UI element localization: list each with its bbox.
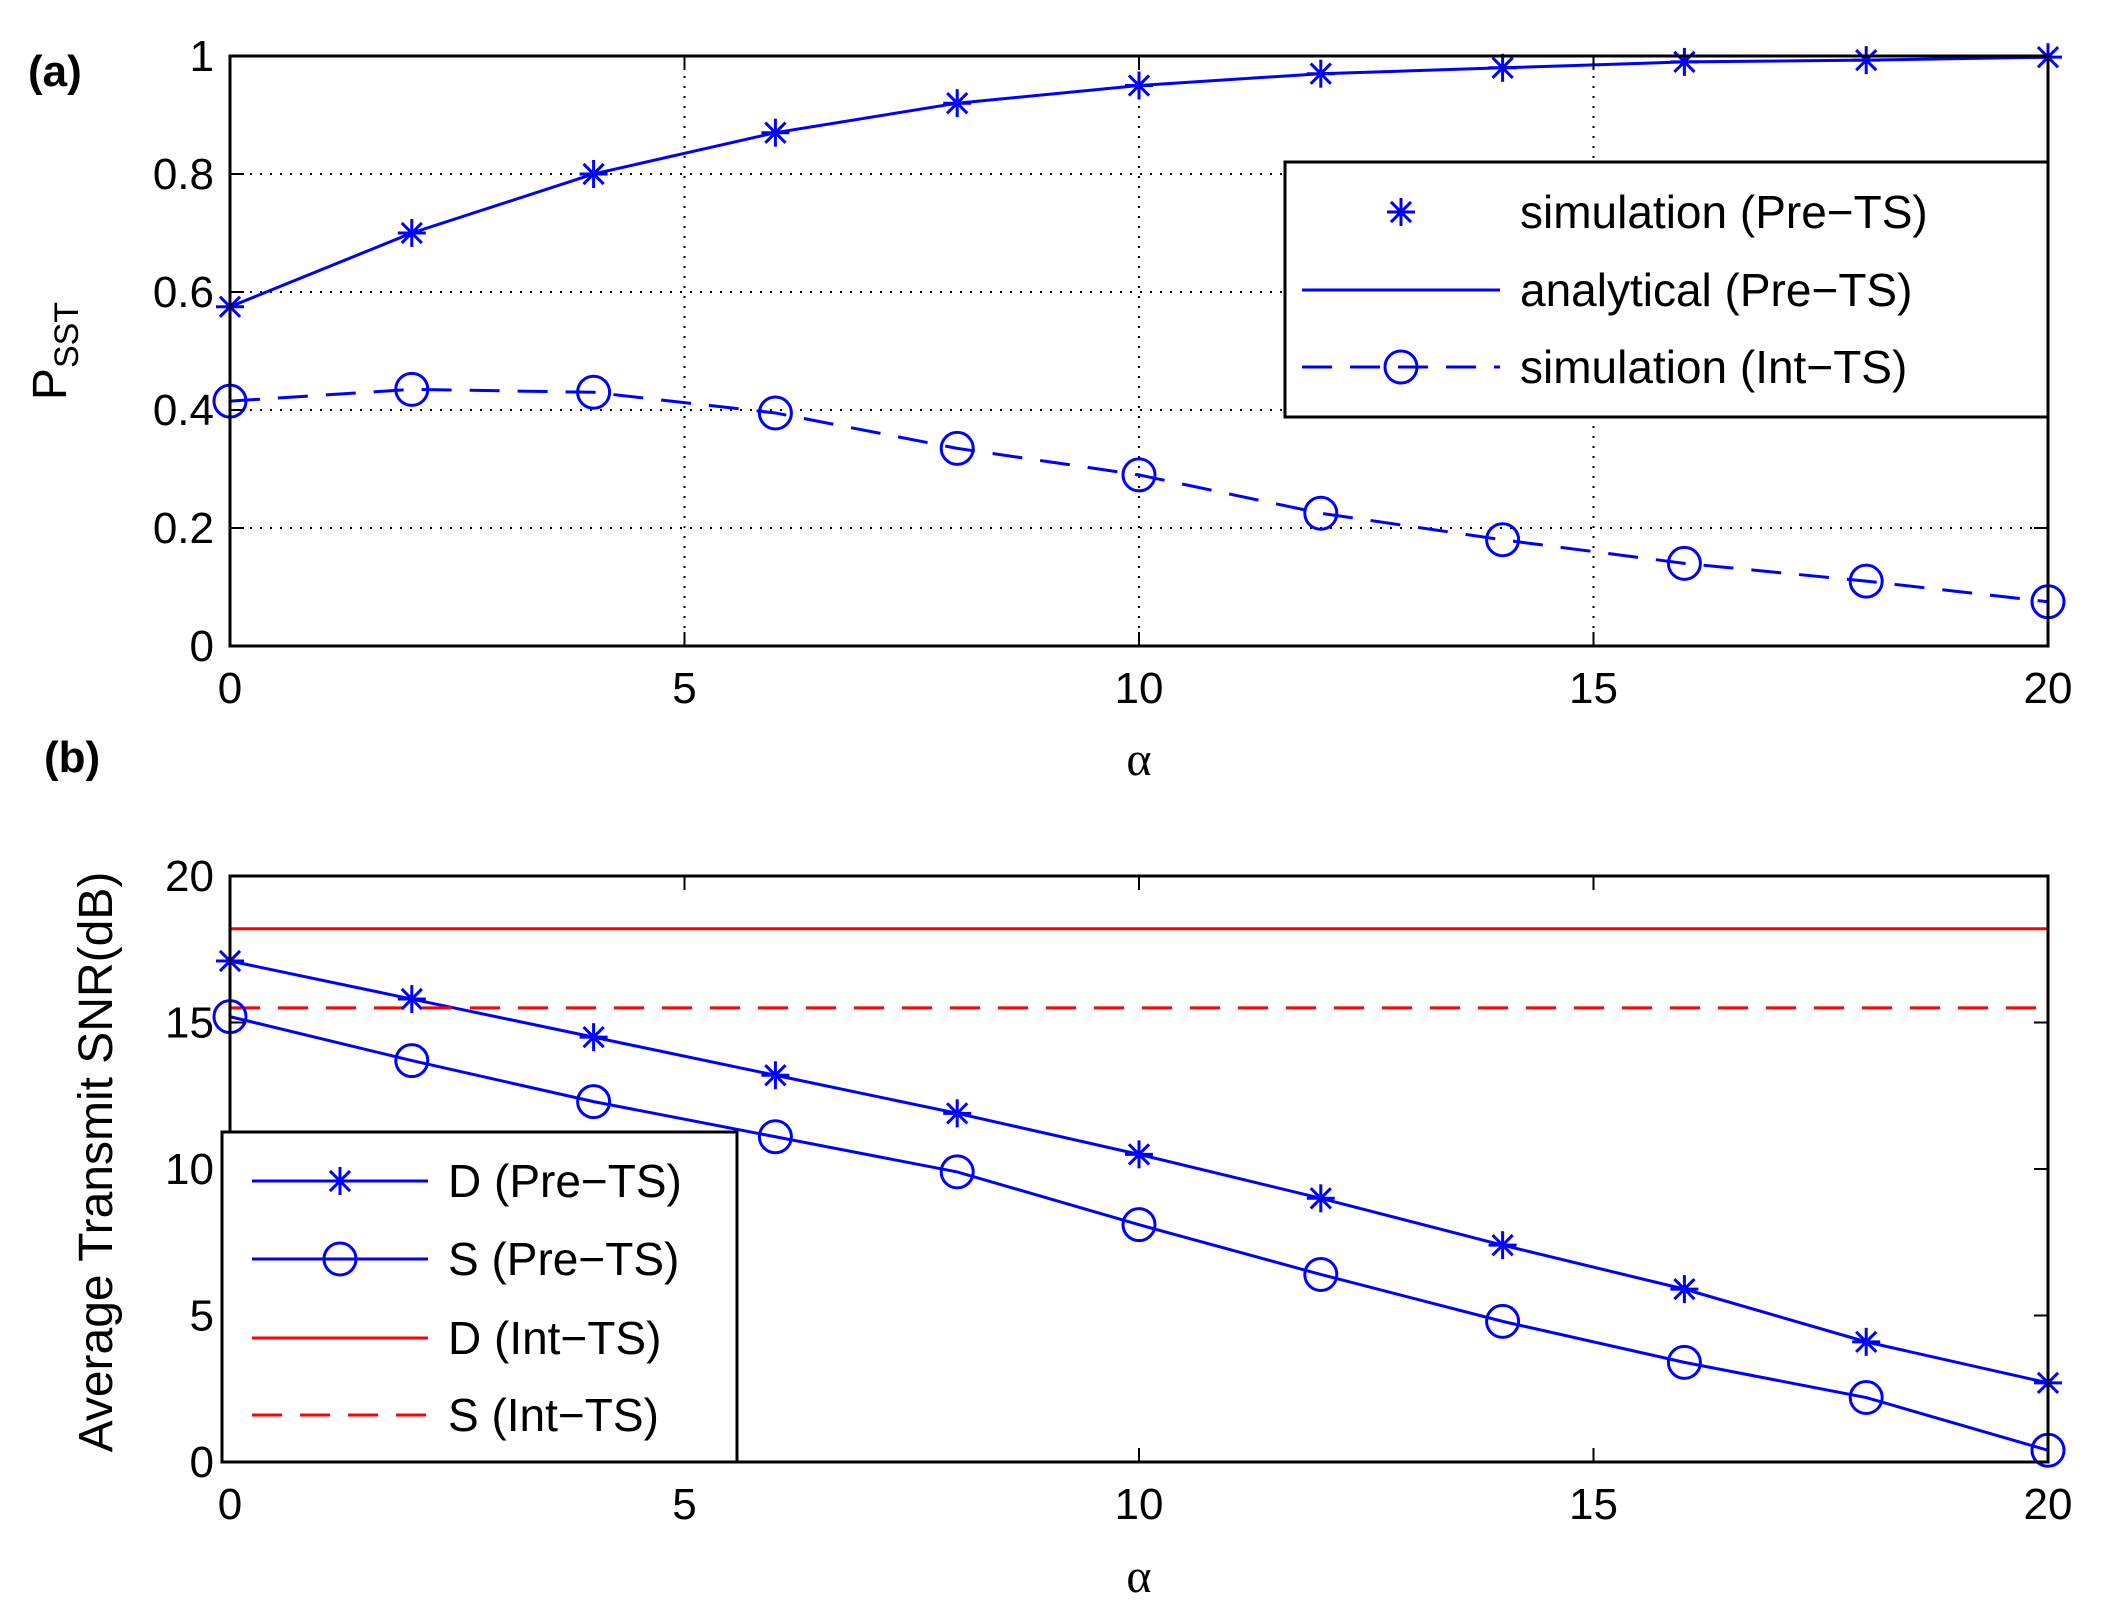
legend-label-d-pre-ts: D (Pre−TS) xyxy=(448,1155,682,1207)
data-point-d-pre-ts xyxy=(397,985,426,1014)
x-tick-label: 0 xyxy=(218,1480,242,1529)
data-point-s-pre-ts xyxy=(1121,1207,1157,1243)
series-line-s-pre-ts xyxy=(229,1015,2049,1452)
y-tick-label: 0.6 xyxy=(153,268,214,317)
data-point-simulation-int-ts xyxy=(394,371,430,407)
data-point-d-pre-ts xyxy=(1125,1140,1153,1169)
legend-label-simulation-pre-ts: simulation (Pre−TS) xyxy=(1520,186,1928,238)
data-point-simulation-pre-ts xyxy=(1488,53,1517,82)
data-point-s-pre-ts xyxy=(1303,1256,1339,1292)
data-point-simulation-int-ts xyxy=(1666,545,1702,581)
x-tick-label: 15 xyxy=(1569,1480,1618,1529)
data-point-s-pre-ts xyxy=(1666,1344,1702,1380)
y-tick-label: 10 xyxy=(165,1145,214,1194)
panel-a-y-axis-label: PSST xyxy=(24,302,86,400)
series-line-simulation-int-ts xyxy=(229,387,2049,604)
panel-b-x-axis-label: α xyxy=(1126,1550,1151,1603)
data-point-simulation-int-ts xyxy=(1848,563,1884,599)
panel-a-y-ticks: 0 0.2 0.4 0.6 0.8 1 xyxy=(153,32,2048,671)
panel-b-y-ticks: 0 5 10 15 20 xyxy=(165,852,2048,1487)
y-tick-label: 0.8 xyxy=(153,150,214,199)
data-point-d-pre-ts xyxy=(943,1099,972,1128)
legend-label-s-int-ts: S (Int−TS) xyxy=(448,1389,659,1441)
data-point-d-pre-ts xyxy=(1852,1327,1881,1356)
data-point-d-pre-ts xyxy=(579,1023,608,1052)
data-point-d-pre-ts xyxy=(761,1061,790,1090)
legend-marker xyxy=(322,1241,358,1277)
legend-marker xyxy=(1383,349,1419,385)
legend-label-s-pre-ts: S (Pre−TS) xyxy=(448,1233,679,1285)
data-point-simulation-pre-ts xyxy=(1670,47,1699,76)
panel-b-chart: (b) 0 5 10 15 20 0 5 10 15 20 α Average Transmit… xyxy=(44,733,2072,1603)
panel-a-chart: (a) 0 5 10 15 20 0 0.2 0.4 0.6 0.8 1 α PSST simul… xyxy=(24,32,2072,786)
legend-symbol-s-pre-ts xyxy=(252,1241,428,1277)
legend-label-d-int-ts: D (Int−TS) xyxy=(448,1312,661,1364)
data-point-simulation-pre-ts xyxy=(397,219,426,247)
data-point-simulation-int-ts xyxy=(1303,495,1339,531)
panel-a-label: (a) xyxy=(28,47,82,96)
data-point-simulation-pre-ts xyxy=(1852,46,1881,75)
y-tick-label: 20 xyxy=(165,852,214,901)
legend-symbol-d-pre-ts xyxy=(252,1167,428,1195)
panel-a-y-axis-label-main: P xyxy=(24,368,77,400)
x-tick-label: 20 xyxy=(2024,1480,2073,1529)
data-point-d-pre-ts xyxy=(1488,1231,1517,1260)
panel-a-legend: simulation (Pre−TS) analytical (Pre−TS) … xyxy=(1283,160,2050,419)
x-tick-label: 5 xyxy=(672,1480,696,1529)
y-tick-label: 0 xyxy=(190,622,214,671)
x-tick-label: 10 xyxy=(1115,664,1164,713)
y-tick-label: 0.4 xyxy=(153,386,214,435)
legend-symbol-simulation-pre-ts xyxy=(1387,198,1415,226)
data-point-s-pre-ts xyxy=(939,1154,975,1190)
y-tick-label: 0 xyxy=(190,1438,214,1487)
data-point-s-pre-ts xyxy=(1848,1380,1884,1416)
panel-b-label: (b) xyxy=(44,733,100,782)
y-tick-label: 1 xyxy=(190,32,214,81)
data-point-d-pre-ts xyxy=(1670,1275,1699,1304)
panel-b-legend-box xyxy=(220,1130,739,1464)
x-tick-label: 20 xyxy=(2024,664,2073,713)
panel-a-grid xyxy=(230,56,2048,646)
x-tick-label: 0 xyxy=(218,664,242,713)
legend-symbol-simulation-int-ts xyxy=(1302,349,1500,385)
y-tick-label: 15 xyxy=(165,999,214,1048)
x-tick-label: 10 xyxy=(1115,1480,1164,1529)
data-point-simulation-int-ts xyxy=(1121,457,1157,493)
panel-a-x-axis-label: α xyxy=(1126,733,1151,786)
y-tick-label: 5 xyxy=(190,1292,214,1341)
x-tick-label: 5 xyxy=(672,664,696,713)
data-point-simulation-pre-ts xyxy=(761,118,790,147)
data-point-s-pre-ts xyxy=(757,1119,793,1155)
x-tick-label: 15 xyxy=(1569,664,1618,713)
legend-marker xyxy=(326,1167,354,1195)
data-point-simulation-pre-ts xyxy=(579,160,608,188)
data-point-simulation-pre-ts xyxy=(943,89,972,118)
panel-a-x-ticks: 0 5 10 15 20 xyxy=(218,56,2073,713)
panel-a-y-axis-label-subscript: SST xyxy=(48,302,86,368)
y-tick-label: 0.2 xyxy=(153,504,214,553)
data-point-simulation-int-ts xyxy=(939,430,975,466)
data-point-s-pre-ts xyxy=(576,1084,612,1120)
data-point-s-pre-ts xyxy=(1485,1303,1521,1339)
data-point-s-pre-ts xyxy=(394,1043,430,1079)
data-point-simulation-int-ts xyxy=(757,395,793,431)
legend-marker xyxy=(1387,198,1415,226)
legend-label-simulation-int-ts: simulation (Int−TS) xyxy=(1520,341,1907,393)
panel-b-y-axis-label: Average Transmit SNR(dB) xyxy=(70,872,123,1453)
data-point-simulation-pre-ts xyxy=(1306,59,1335,88)
legend-label-analytical-pre-ts: analytical (Pre−TS) xyxy=(1520,264,1912,316)
panel-b-legend: D (Pre−TS) S (Pre−TS) D (Int−TS) S (Int−… xyxy=(220,1130,739,1464)
panel-b-x-ticks: 0 5 10 15 20 xyxy=(218,876,2073,1529)
data-point-d-pre-ts xyxy=(1306,1184,1335,1213)
data-point-simulation-int-ts xyxy=(1485,522,1521,558)
data-point-simulation-int-ts xyxy=(576,374,612,410)
data-point-simulation-pre-ts xyxy=(1125,71,1153,100)
